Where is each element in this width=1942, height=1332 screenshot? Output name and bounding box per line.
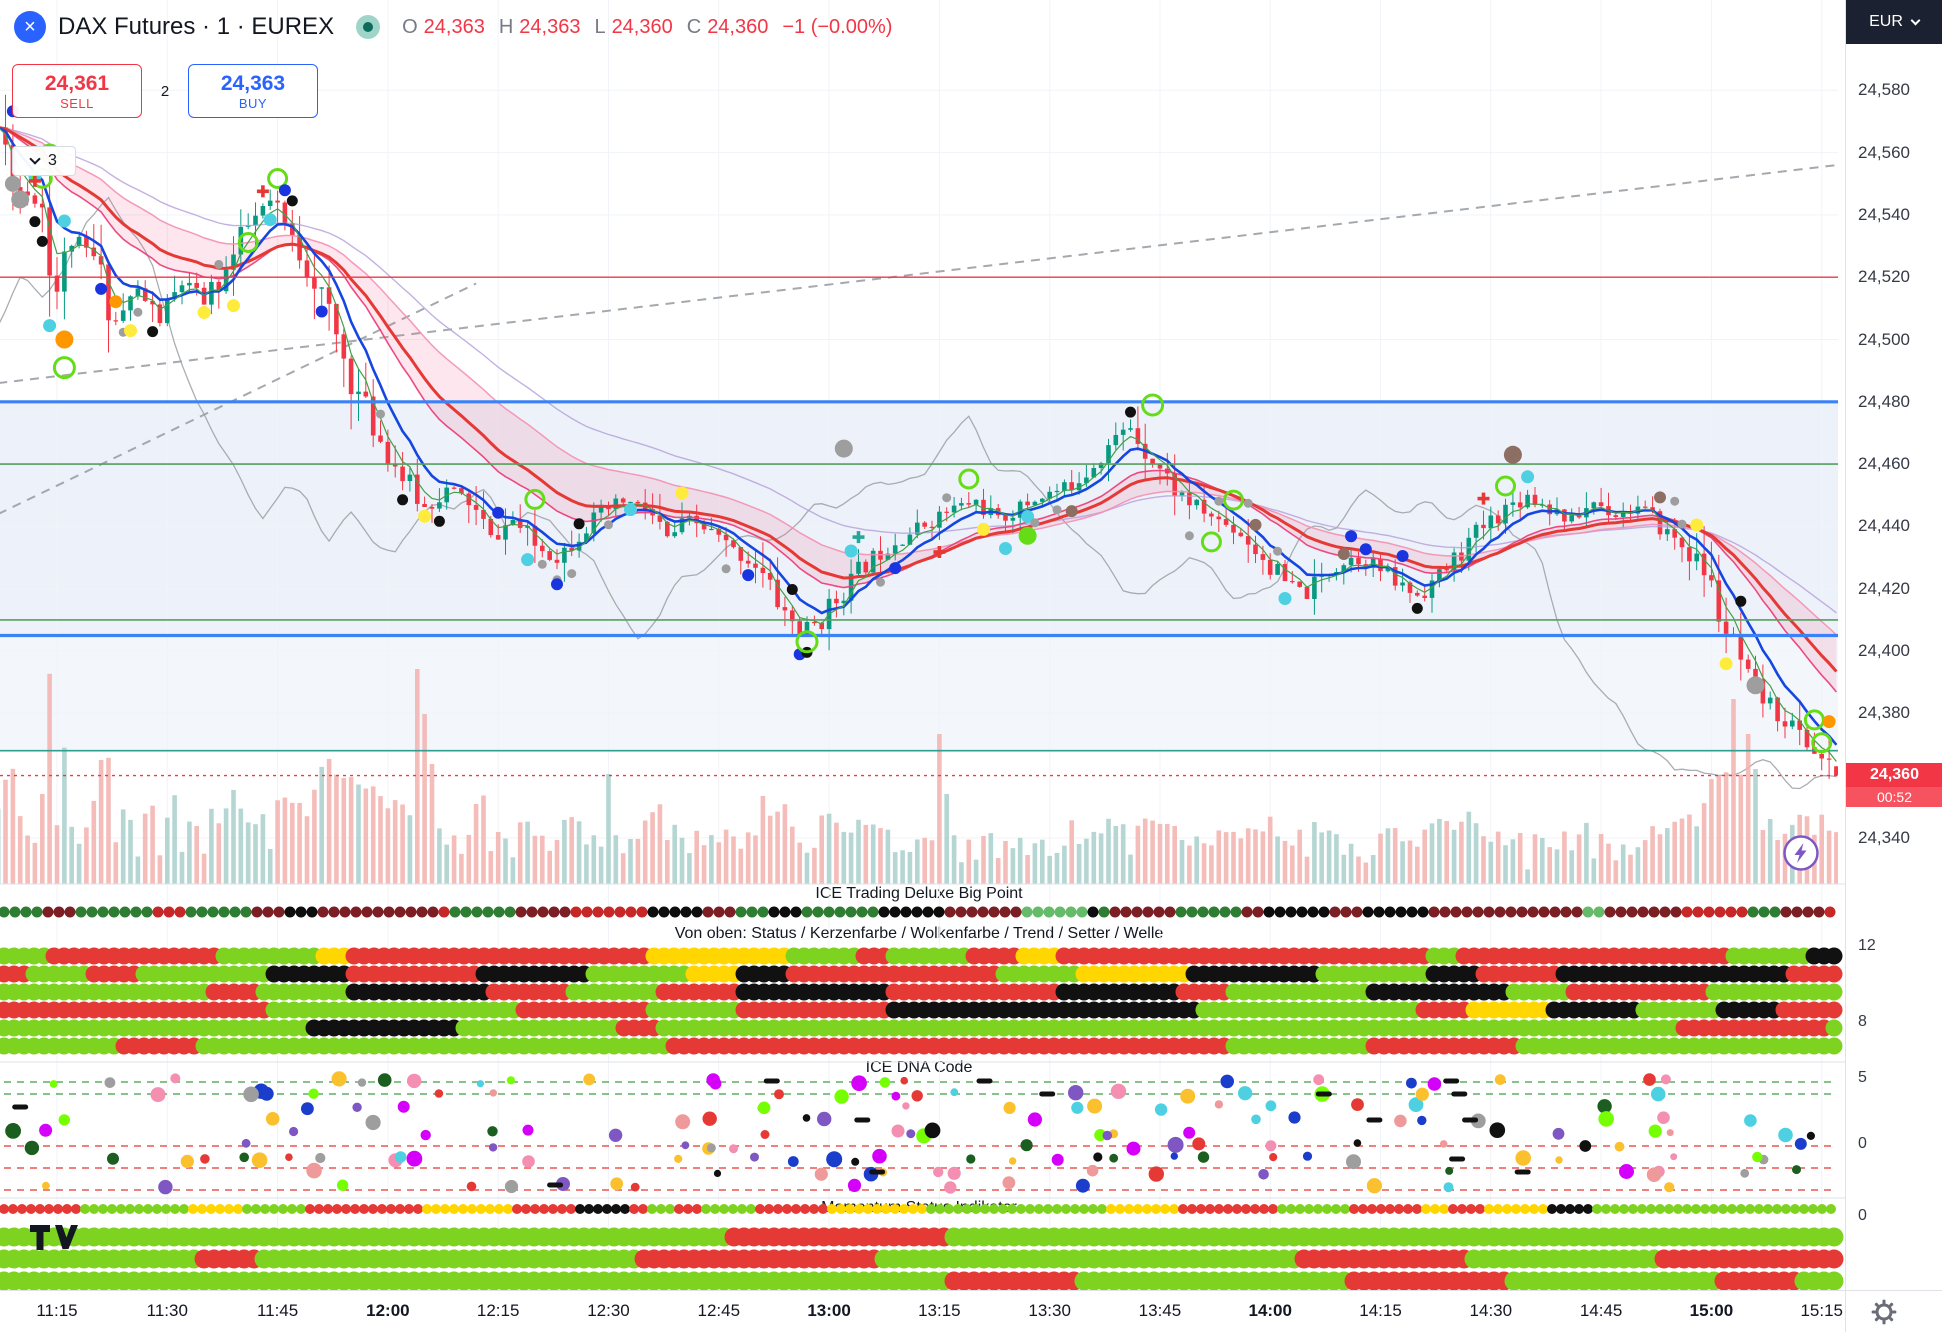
close-label: C [686, 15, 702, 38]
indicator-dot-strip [0, 947, 1843, 965]
sell-label: SELL [60, 95, 94, 111]
symbol-title[interactable]: DAX Futures · 1 · EUREX [58, 13, 335, 40]
indicator-dot-strip [0, 1037, 1843, 1055]
buy-button[interactable]: 24,363 BUY [188, 64, 318, 118]
spread-value: 2 [160, 82, 170, 100]
indicator-dot-strip [0, 1271, 1844, 1291]
order-panel: 24,361 SELL 2 24,363 BUY [12, 64, 318, 118]
time-axis-label: 14:15 [1359, 1301, 1402, 1320]
main-chart [0, 94, 1838, 884]
indicator-dot-strip [0, 965, 1843, 983]
tradingview-logo[interactable] [28, 1222, 80, 1252]
price-axis-label: 24,480 [1858, 391, 1910, 411]
time-axis-label: 11:45 [256, 1301, 299, 1320]
indicator-dot-strip [0, 1019, 1843, 1037]
price-axis-label: 24,560 [1858, 142, 1910, 162]
open-label: O [402, 15, 418, 38]
high-label: H [498, 15, 514, 38]
open-value: 24,363 [423, 15, 485, 38]
panel-subtitle-big-point: Von oben: Status / Kerzenfarbe / Wolkenf… [674, 925, 1164, 942]
pane-scale-label: 8 [1858, 1013, 1867, 1030]
bar-counter-value: 3 [48, 152, 57, 169]
price-axis-label: 24,400 [1858, 641, 1910, 661]
price-axis-label: 24,340 [1858, 827, 1910, 847]
time-axis-label: 12:45 [697, 1301, 741, 1320]
indicator-dot-strip [0, 983, 1843, 1001]
pane-scale-label: 0 [1858, 1207, 1867, 1224]
indicator-dot-strip [0, 1249, 1844, 1269]
close-icon[interactable]: × [14, 11, 46, 43]
lightning-bolt-button[interactable] [1782, 834, 1820, 872]
price-axis[interactable]: EUR 24,580 24,560 24,540 24,520 24,500 24,480… [1845, 0, 1942, 1332]
last-price-value: 24,360 [1846, 762, 1942, 787]
axis-corner [1846, 1290, 1942, 1332]
settings-gear-icon[interactable] [1870, 1298, 1898, 1326]
price-axis-label: 24,500 [1858, 329, 1910, 349]
time-axis-label: 15:15 [1800, 1301, 1843, 1320]
price-axis-label: 24,520 [1858, 267, 1910, 287]
data-source-icon [356, 15, 381, 39]
time-axis[interactable]: 11:15 11:30 11:45 12:00 12:15 12:30 12:45 13:00… [0, 1290, 1845, 1332]
time-axis-label: 11:30 [146, 1301, 188, 1320]
indicator-dot-strip [0, 1001, 1843, 1019]
panel-title-dna: ICE DNA Code [865, 1059, 973, 1076]
indicator-dot-strip [0, 906, 1836, 918]
panel-title-big-point: ICE Trading Deluxe Big Point [815, 885, 1023, 902]
chevron-down-icon [1910, 15, 1921, 26]
change-value: −1 (−0.00%) [782, 15, 893, 38]
pane-scale-label: 12 [1858, 937, 1876, 954]
time-axis-label: 11:15 [36, 1301, 78, 1320]
time-axis-label: 14:45 [1579, 1301, 1623, 1320]
price-axis-label: 24,460 [1858, 454, 1910, 474]
time-axis-label: 13:00 [807, 1301, 851, 1320]
time-axis-label: 12:00 [366, 1301, 410, 1320]
price-axis-label: 24,420 [1858, 578, 1910, 598]
currency-dropdown[interactable]: EUR [1846, 0, 1942, 44]
indicator-dot-strip [0, 1227, 1844, 1247]
price-axis-label: 24,380 [1858, 703, 1910, 723]
time-axis-label: 14:00 [1248, 1301, 1292, 1320]
time-axis-label: 13:45 [1138, 1301, 1182, 1320]
bar-counter[interactable]: 3 [12, 146, 76, 176]
buy-label: BUY [238, 95, 268, 111]
chevron-down-icon [29, 153, 41, 165]
ohlc-readout: O 24,363 H 24,363 L 24,360 C 24,360 −1 (… [402, 16, 900, 39]
chart-header: × DAX Futures · 1 · EUREX O 24,363 H 24,… [14, 10, 900, 44]
currency-label: EUR [1869, 13, 1903, 30]
bar-countdown: 00:52 [1846, 786, 1942, 807]
price-axis-label: 24,580 [1858, 80, 1910, 100]
close-value: 24,360 [707, 15, 769, 38]
time-axis-label: 15:00 [1689, 1301, 1734, 1320]
last-price-badge: 24,360 00:52 [1846, 762, 1942, 807]
low-label: L [594, 15, 606, 38]
price-axis-label: 24,440 [1858, 516, 1910, 536]
time-axis-label: 14:30 [1469, 1301, 1513, 1320]
time-axis-label: 13:30 [1028, 1301, 1071, 1320]
buy-price: 24,363 [220, 71, 286, 95]
high-value: 24,363 [519, 15, 581, 38]
sell-button[interactable]: 24,361 SELL [12, 64, 142, 118]
close-x-glyph: × [24, 15, 36, 38]
price-axis-label: 24,540 [1858, 204, 1910, 224]
indicator-dot-strip [0, 1204, 1836, 1214]
time-axis-label: 12:30 [587, 1301, 630, 1320]
price-bands [0, 401, 1838, 751]
sell-price: 24,361 [44, 71, 110, 95]
low-value: 24,360 [611, 15, 673, 38]
time-axis-label: 13:15 [918, 1301, 961, 1320]
pane-scale-label: 0 [1858, 1135, 1867, 1152]
time-axis-label: 12:15 [476, 1301, 520, 1320]
pane-scale-label: 5 [1858, 1069, 1867, 1086]
